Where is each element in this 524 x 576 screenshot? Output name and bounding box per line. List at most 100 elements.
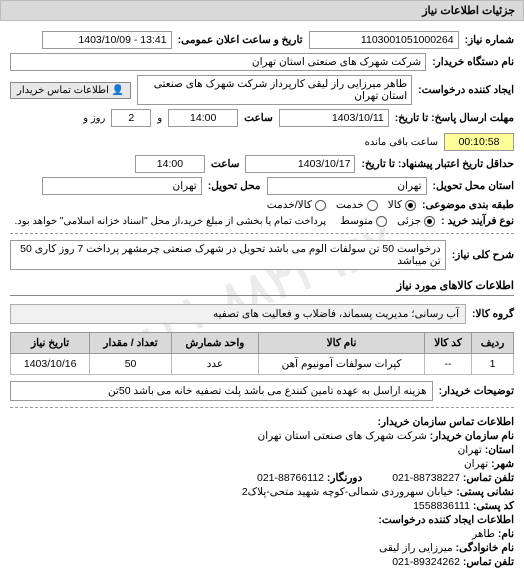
req-no-field: 1103001051000264	[309, 31, 459, 49]
radio-both-item[interactable]: کالا/خدمت	[267, 199, 326, 211]
contact-btn-label: اطلاعات تماس خریدار	[17, 85, 109, 96]
row-summary: شرح کلی نیاز: درخواست 50 تن سولفات الوم …	[10, 240, 514, 270]
time-label-1: ساعت	[244, 112, 273, 124]
row-creator: ایجاد کننده درخواست: طاهر میرزایی راز لی…	[10, 75, 514, 105]
td-name: کپرات سولفات آمونیوم آهن	[259, 354, 425, 375]
td-qty: 50	[90, 354, 171, 375]
th-code: کد کالا	[424, 333, 471, 354]
postal-value: 1558836111	[413, 500, 470, 512]
divider-1	[10, 233, 514, 234]
remain-time-field: 00:10:58	[444, 133, 514, 151]
row-group: گروه کالا: آب رسانی؛ مدیریت پسماند، فاضل…	[10, 300, 514, 328]
th-unit: واحد شمارش	[171, 333, 258, 354]
remain-hours-label: ساعت باقی مانده	[365, 137, 438, 148]
divider-2	[10, 407, 514, 408]
reply-deadline-label: مهلت ارسال پاسخ: تا تاریخ:	[395, 112, 514, 124]
panel-header: جزئیات اطلاعات نیاز	[0, 0, 524, 21]
row-buyer-notes: توضیحات خریدار: هزینه اراسل به عهده تامی…	[10, 381, 514, 401]
buyer-field: شرکت شهرک های صنعتی استان تهران	[10, 53, 426, 71]
name-label: نام:	[498, 528, 514, 540]
td-unit: عدد	[171, 354, 258, 375]
row-validity: حداقل تاریخ اعتبار پیشنهاد: تا تاریخ: 14…	[10, 155, 514, 173]
req-no-label: شماره نیاز:	[465, 34, 514, 46]
packaging-radio-group: کالا خدمت کالا/خدمت	[267, 199, 416, 211]
row-packaging: طبقه بندی موضوعی: کالا خدمت کالا/خدمت	[10, 199, 514, 211]
validity-date-field: 1403/10/17	[245, 155, 355, 173]
creator-heading: اطلاعات ایجاد کننده درخواست:	[378, 514, 514, 526]
row-buy-type: نوع فرآیند خرید : جزئی متوسط پرداخت تمام…	[10, 215, 514, 227]
reply-time-field: 14:00	[168, 109, 238, 127]
th-row: ردیف	[472, 333, 514, 354]
reply-date-field: 1403/10/11	[279, 109, 389, 127]
radio-partial	[424, 216, 435, 227]
table-row: 1 -- کپرات سولفات آمونیوم آهن عدد 50 140…	[11, 354, 514, 375]
radio-goods-label: کالا	[388, 199, 402, 211]
radio-both	[315, 200, 326, 211]
fax-label: دورنگار:	[327, 472, 362, 484]
radio-goods	[405, 200, 416, 211]
radio-service-item[interactable]: خدمت	[336, 199, 378, 211]
contact-heading: اطلاعات تماس سازمان خریدار:	[378, 416, 514, 428]
table-header-row: ردیف کد کالا نام کالا واحد شمارش تعداد /…	[11, 333, 514, 354]
radio-partial-item[interactable]: جزئی	[397, 215, 435, 227]
contact-section: اطلاعات تماس سازمان خریدار: نام سازمان خ…	[10, 416, 514, 568]
remain-days-field: 2	[111, 109, 151, 127]
remain-and: و	[157, 113, 162, 124]
phone-label: تلفن تماس:	[463, 472, 514, 484]
org-label: نام سازمان خریدار:	[430, 430, 514, 442]
radio-goods-item[interactable]: کالا	[388, 199, 416, 211]
city-label: شهر:	[491, 458, 514, 470]
buyer-label: نام دستگاه خریدار:	[432, 56, 514, 68]
city-value: تهران	[464, 458, 488, 470]
buy-type-radio-group: جزئی متوسط	[340, 215, 435, 227]
th-date: تاریخ نیاز	[11, 333, 90, 354]
buy-note: پرداخت تمام یا بخشی از مبلغ خرید،از محل …	[15, 216, 327, 227]
address-label: نشانی پستی:	[456, 486, 514, 498]
surname-value: میرزایی راز لیقی	[379, 542, 453, 554]
delivery-city-label: استان محل تحویل:	[433, 180, 514, 192]
province-label: استان:	[485, 444, 514, 456]
group-label: گروه کالا:	[472, 308, 514, 320]
summary-label: شرح کلی نیاز:	[452, 249, 514, 261]
row-reply-deadline: مهلت ارسال پاسخ: تا تاریخ: 1403/10/11 سا…	[10, 109, 514, 151]
radio-service-label: خدمت	[336, 199, 364, 211]
radio-partial-label: جزئی	[397, 215, 421, 227]
validity-label: حداقل تاریخ اعتبار پیشنهاد: تا تاریخ:	[361, 158, 514, 170]
row-buyer: نام دستگاه خریدار: شرکت شهرک های صنعتی ا…	[10, 53, 514, 71]
delivery-city-field: تهران	[267, 177, 427, 195]
main-content: شماره نیاز: 1103001051000264 تاریخ و ساع…	[0, 21, 524, 576]
province-value: تهران	[458, 444, 482, 456]
th-name: نام کالا	[259, 333, 425, 354]
org-value: شرکت شهرک های صنعتی استان تهران	[257, 430, 426, 442]
td-code: --	[424, 354, 471, 375]
creator-field: طاهر میرزایی راز لیقی کارپرداز شرکت شهرک…	[137, 75, 412, 105]
goods-table: ردیف کد کالا نام کالا واحد شمارش تعداد /…	[10, 332, 514, 375]
radio-medium	[376, 216, 387, 227]
time-label-2: ساعت	[211, 158, 240, 170]
summary-field: درخواست 50 تن سولفات الوم می باشد تحویل …	[10, 240, 446, 270]
validity-time-field: 14:00	[135, 155, 205, 173]
radio-medium-item[interactable]: متوسط	[340, 215, 387, 227]
radio-service	[367, 200, 378, 211]
th-qty: تعداد / مقدار	[90, 333, 171, 354]
contact-buyer-button[interactable]: 👤 اطلاعات تماس خریدار	[10, 82, 131, 99]
creator-label: ایجاد کننده درخواست:	[418, 84, 514, 96]
td-row: 1	[472, 354, 514, 375]
buyer-notes-field: هزینه اراسل به عهده تامین کنندع می باشد …	[10, 381, 433, 401]
fax-value: 88766112-021	[257, 472, 324, 484]
surname-label: نام خانوادگی:	[456, 542, 514, 554]
radio-both-label: کالا/خدمت	[267, 199, 312, 211]
postal-label: کد پستی:	[473, 500, 514, 512]
public-time-field: 13:41 - 1403/10/09	[42, 31, 172, 49]
creator-phone-label: تلفن تماس:	[463, 556, 514, 568]
row-delivery-city: استان محل تحویل: تهران محل تحویل: تهران	[10, 177, 514, 195]
buyer-notes-label: توضیحات خریدار:	[439, 385, 514, 397]
user-icon: 👤	[112, 85, 124, 96]
phone-value: 88738227-021	[392, 472, 460, 484]
radio-medium-label: متوسط	[340, 215, 373, 227]
creator-phone-value: 89324262-021	[392, 556, 460, 568]
public-time-label: تاریخ و ساعت اعلان عمومی:	[178, 34, 303, 46]
delivery-place-label: محل تحویل:	[208, 180, 261, 192]
td-date: 1403/10/16	[11, 354, 90, 375]
goods-section-title: اطلاعات کالاهای مورد نیاز	[10, 276, 514, 296]
